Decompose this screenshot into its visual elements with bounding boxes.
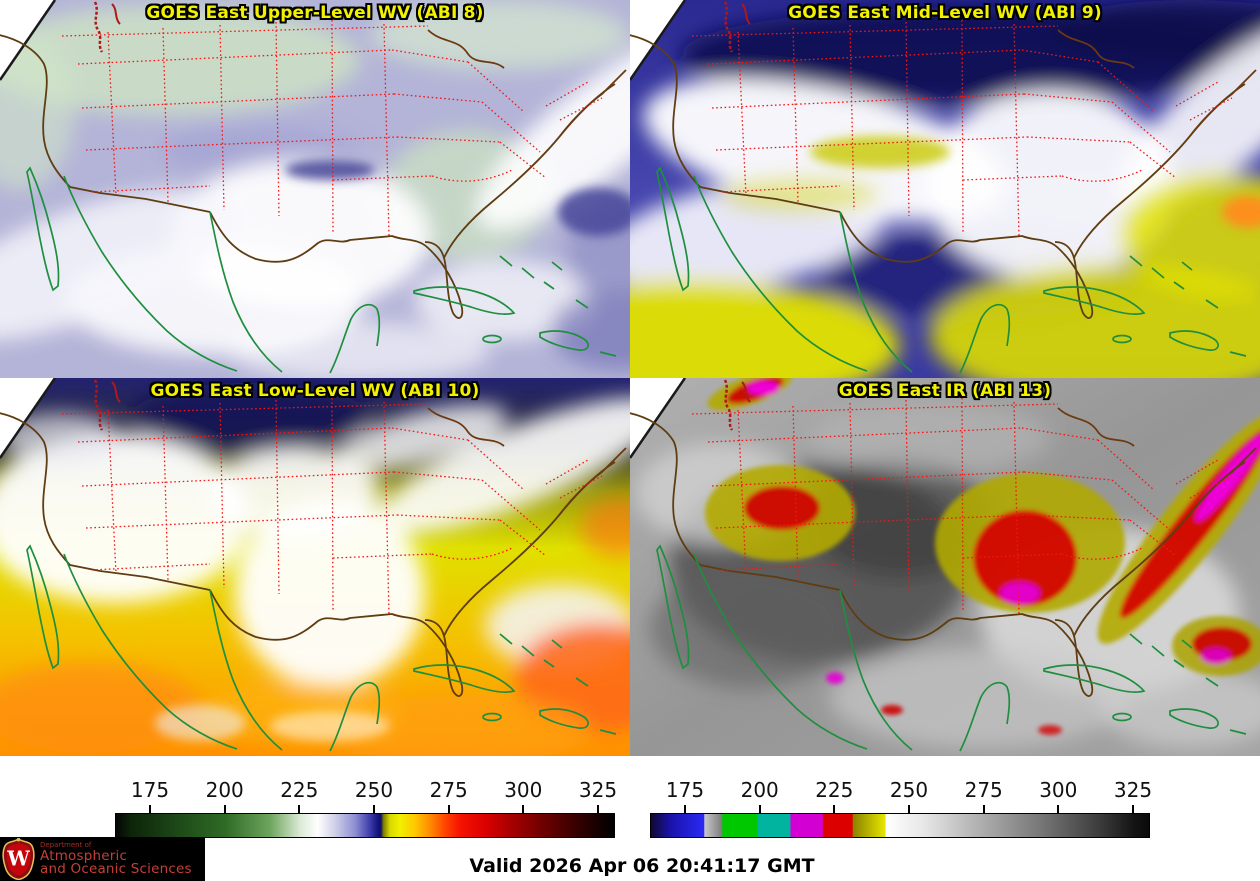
wv-colorbar-gradient bbox=[115, 813, 615, 838]
tick-label: 200 bbox=[740, 778, 779, 802]
panel-low-level-wv: GOES East Low-Level WV (ABI 10) bbox=[0, 378, 630, 756]
mid-level-wv-image bbox=[630, 0, 1260, 378]
svg-text:W: W bbox=[6, 847, 30, 871]
panel-ir: GOES East IR (ABI 13) bbox=[630, 378, 1260, 756]
panel-mid-level-wv: GOES East Mid-Level WV (ABI 9) bbox=[630, 0, 1260, 378]
tick-label: 175 bbox=[130, 778, 170, 802]
aos-department-logo: W Department of Atmospheric and Oceanic … bbox=[0, 837, 205, 881]
panel-upper-level-wv: GOES East Upper-Level WV (ABI 8) bbox=[0, 0, 630, 378]
ir-colorbar: 175 200 225 250 275 300 325 bbox=[650, 778, 1153, 863]
tick-label: 200 bbox=[205, 778, 244, 802]
wv-colorbar: 175 200 225 250 275 300 325 bbox=[115, 778, 618, 863]
wv-colorbar-tick-labels: 175 200 225 250 275 300 325 bbox=[115, 778, 618, 804]
ir-colorbar-tick-marks bbox=[650, 805, 1150, 813]
ir-image bbox=[630, 378, 1260, 756]
panel-title-upper-level-wv: GOES East Upper-Level WV (ABI 8) bbox=[146, 3, 484, 23]
tick-label: 225 bbox=[815, 778, 854, 802]
ir-colorbar-tick-labels: 175 200 225 250 275 300 325 bbox=[650, 778, 1153, 804]
tick-label: 250 bbox=[889, 778, 929, 802]
logo-line-1: Atmospheric bbox=[40, 847, 128, 864]
tick-label: 250 bbox=[354, 778, 394, 802]
tick-label: 275 bbox=[429, 778, 468, 802]
panel-title-ir: GOES East IR (ABI 13) bbox=[838, 381, 1052, 401]
valid-time-label: Valid 2026 Apr 06 20:41:17 GMT bbox=[469, 855, 815, 877]
logo-line-2: and Oceanic Sciences bbox=[40, 861, 192, 877]
upper-level-wv-image bbox=[0, 0, 630, 378]
tick-label: 225 bbox=[280, 778, 319, 802]
tick-label: 275 bbox=[964, 778, 1003, 802]
satellite-quad-grid: GOES East Upper-Level WV (ABI 8) bbox=[0, 0, 1260, 756]
tick-label: 300 bbox=[504, 778, 543, 802]
tick-label: 325 bbox=[578, 778, 618, 802]
logo-dept-line: Department of bbox=[40, 840, 92, 849]
tick-label: 300 bbox=[1039, 778, 1078, 802]
footer-strip: 175 200 225 250 275 300 325 175 200 225 … bbox=[0, 756, 1260, 881]
panel-title-low-level-wv: GOES East Low-Level WV (ABI 10) bbox=[150, 381, 480, 401]
aos-logo-text: Department of Atmospheric and Oceanic Sc… bbox=[40, 840, 192, 877]
uw-crest-icon: W bbox=[2, 838, 35, 880]
tick-label: 325 bbox=[1113, 778, 1153, 802]
wv-colorbar-tick-marks bbox=[115, 805, 615, 813]
panel-title-mid-level-wv: GOES East Mid-Level WV (ABI 9) bbox=[788, 3, 1102, 23]
low-level-wv-image bbox=[0, 378, 630, 756]
ir-colorbar-gradient bbox=[650, 813, 1150, 838]
tick-label: 175 bbox=[665, 778, 705, 802]
